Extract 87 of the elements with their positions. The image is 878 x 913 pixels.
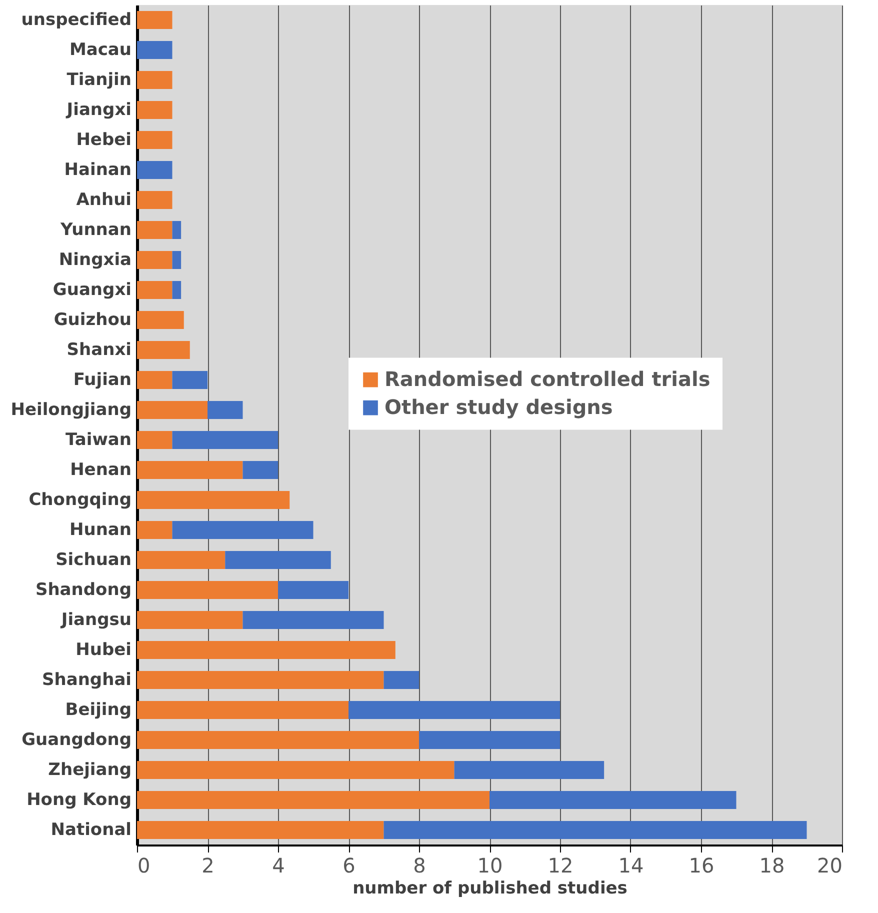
bar: [419, 731, 560, 749]
y-tick-label: Hunan: [69, 520, 132, 540]
y-tick-label: Macau: [69, 40, 132, 60]
y-tick-label: Guizhou: [54, 310, 132, 330]
x-tick-label: 0: [138, 854, 150, 878]
bar: [137, 641, 396, 659]
bar: [137, 491, 290, 509]
x-tick-label: 14: [618, 854, 644, 878]
y-tick-label: National: [50, 820, 132, 840]
y-tick-label: Heilongjiang: [10, 400, 132, 420]
bar: [137, 821, 384, 839]
bar: [137, 761, 454, 779]
bar: [278, 581, 348, 599]
bar: [137, 551, 226, 569]
y-tick-label: Shanghai: [42, 670, 132, 690]
x-tick-label: 6: [342, 854, 356, 878]
x-tick-label: 12: [548, 854, 574, 878]
bar: [137, 581, 278, 599]
bar: [137, 251, 172, 269]
bar: [137, 41, 172, 59]
x-tick-label: 18: [759, 854, 785, 878]
y-tick-label: Sichuan: [56, 550, 132, 570]
bar: [137, 521, 172, 539]
y-tick-label: Yunnan: [60, 220, 132, 240]
bar: [137, 311, 184, 329]
bar: [208, 401, 243, 419]
bar: [172, 371, 208, 389]
bar: [137, 11, 172, 29]
bar: [490, 791, 736, 809]
bar: [172, 431, 278, 449]
bar: [137, 341, 190, 359]
y-tick-label: Ningxia: [58, 250, 132, 270]
y-tick-label: Shanxi: [66, 340, 132, 360]
y-tick-label: Jiangsu: [60, 610, 132, 630]
y-tick-label: Guangdong: [22, 730, 132, 750]
x-tick-label: 16: [688, 854, 714, 878]
x-axis-title: number of published studies: [352, 878, 628, 898]
bar: [137, 401, 208, 419]
bar: [137, 431, 172, 449]
y-tick-label: Taiwan: [66, 430, 132, 450]
bar: [225, 551, 331, 569]
bar: [172, 521, 314, 539]
bar: [137, 71, 172, 89]
y-tick-label: Hubei: [76, 640, 132, 660]
bar: [137, 701, 348, 719]
y-tick-label: Henan: [70, 460, 132, 480]
bar: [137, 461, 243, 479]
bar: [137, 791, 490, 809]
bar: [454, 761, 604, 779]
bar: [137, 161, 172, 179]
x-tick-label: 10: [477, 854, 503, 878]
y-tick-label: Hong Kong: [26, 790, 132, 810]
bar: [137, 671, 384, 689]
y-tick-label: Beijing: [65, 700, 132, 720]
legend-label: Other study designs: [384, 394, 613, 419]
y-tick-label: unspecified: [21, 10, 132, 30]
bar: [384, 671, 419, 689]
y-tick-label: Tianjin: [66, 70, 132, 90]
bar: [137, 191, 172, 209]
bar: [172, 281, 182, 299]
y-tick-label: Zhejiang: [48, 760, 132, 780]
x-tick-label: 4: [272, 854, 285, 878]
bar: [137, 731, 419, 749]
bar: [137, 371, 172, 389]
bar: [137, 131, 172, 149]
bar: [172, 221, 182, 239]
x-tick-label: 2: [202, 854, 214, 878]
bar: [348, 701, 560, 719]
legend-label: Randomised controlled trials: [384, 366, 710, 391]
x-tick-label: 20: [817, 854, 842, 878]
bar: [137, 101, 172, 119]
bar: [137, 221, 172, 239]
bar: [172, 251, 182, 269]
bar: [137, 281, 172, 299]
y-tick-label: Chongqing: [28, 490, 132, 510]
bar: [242, 461, 278, 479]
y-tick-label: Hebei: [76, 130, 132, 150]
x-tick-label: 8: [413, 854, 426, 878]
y-tick-label: Anhui: [76, 190, 132, 210]
y-tick-label: Shandong: [35, 580, 132, 600]
bar: [137, 611, 243, 629]
bar: [242, 611, 384, 629]
y-tick-label: Jiangxi: [66, 100, 132, 120]
y-tick-label: Guangxi: [52, 280, 132, 300]
y-tick-label: Hainan: [64, 160, 132, 180]
bar: [384, 821, 807, 839]
y-tick-label: Fujian: [73, 370, 132, 390]
